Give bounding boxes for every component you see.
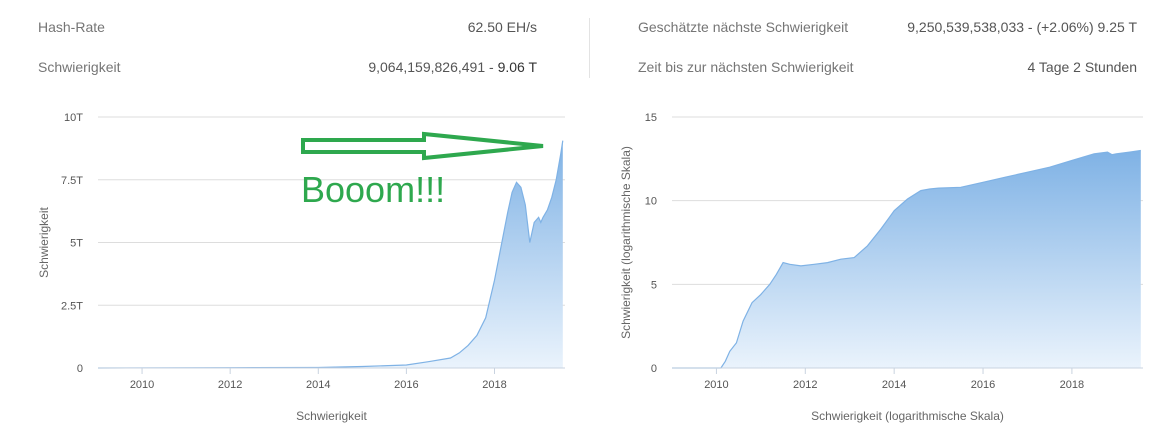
right-x-tick-label: 2012 (793, 379, 817, 391)
right-x-axis-title: Schwierigkeit (logarithmische Skala) (811, 409, 1004, 423)
hashrate-label: Hash-Rate (38, 19, 105, 35)
left-y-tick-label: 5T (70, 238, 83, 250)
right-y-tick-label: 0 (651, 363, 657, 375)
stats-divider (589, 18, 590, 78)
difficulty-label: Schwierigkeit (38, 59, 121, 75)
right-y-tick-label: 5 (651, 279, 657, 291)
difficulty-value: 9,064,159,826,491 (368, 59, 486, 75)
right-y-tick-label: 10 (645, 196, 657, 208)
difficulty-short: 9.06 T (497, 59, 537, 75)
hashrate-value: 62.50 EH/s (467, 19, 537, 35)
left-y-tick-label: 0 (77, 363, 83, 375)
left-x-axis-title: Schwierigkeit (296, 409, 367, 423)
difficulty-value-group: 9,064,159,826,491 - 9.06 T (368, 59, 537, 75)
left-y-axis-title: Schwierigkeit (37, 206, 51, 277)
annotation-arrow-icon (301, 131, 544, 161)
right-x-tick-label: 2016 (971, 379, 995, 391)
left-x-tick-label: 2014 (306, 379, 330, 391)
right-y-axis-title: Schwierigkeit (logarithmische Skala) (619, 146, 633, 339)
right-x-tick-label: 2018 (1060, 379, 1084, 391)
time-to-next-value: 4 Tage 2 Stunden (1027, 59, 1137, 75)
right-y-tick-label: 15 (645, 112, 657, 124)
right-area (672, 150, 1141, 368)
left-y-tick-label: 10T (64, 112, 83, 124)
left-y-tick-label: 7.5T (61, 175, 83, 187)
left-x-tick-label: 2018 (482, 379, 506, 391)
right-x-tick-label: 2010 (704, 379, 728, 391)
left-y-tick-label: 2.5T (61, 300, 83, 312)
difficulty-chart: 0 2.5T 5T 7.5T 10T 2010 2012 2014 2016 2018 Schwie… (37, 112, 565, 423)
left-area (98, 140, 563, 368)
left-line (97, 140, 564, 369)
annotation-text: Booom!!! (301, 169, 445, 210)
left-x-tick-label: 2012 (218, 379, 242, 391)
difficulty-log-chart: 0 5 10 15 2010 2012 2014 2016 2018 Schwierigkeit … (619, 112, 1143, 423)
left-x-tick-label: 2010 (130, 379, 154, 391)
difficulty-separator: - (485, 59, 498, 75)
next-difficulty-value: 9,250,539,538,033 - (+2.06%) 9.25 T (907, 19, 1137, 35)
left-x-tick-label: 2016 (394, 379, 418, 391)
right-x-tick-label: 2014 (882, 379, 906, 391)
right-line (672, 149, 1141, 369)
next-difficulty-label: Geschätzte nächste Schwierigkeit (638, 19, 849, 35)
time-to-next-label: Zeit bis zur nächsten Schwierigkeit (638, 59, 854, 75)
